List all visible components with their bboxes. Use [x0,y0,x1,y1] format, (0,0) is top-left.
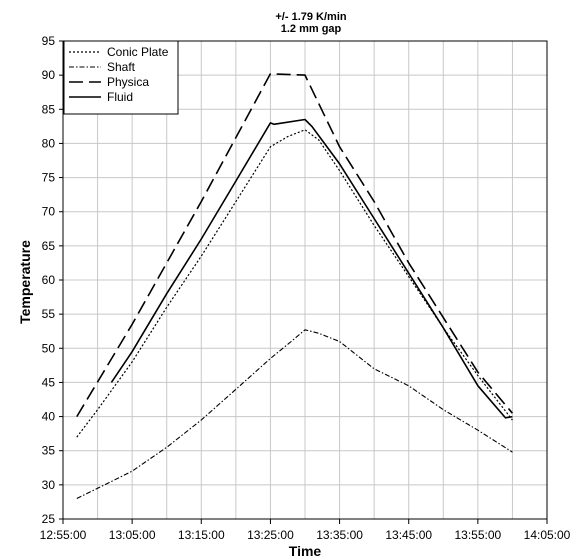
x-tick-label: 13:35:00 [316,528,363,542]
legend-label: Physica [107,75,149,89]
y-tick-label: 50 [42,341,56,355]
legend-box [63,40,179,115]
y-tick-label: 25 [42,512,56,526]
y-tick-label: 75 [42,171,56,185]
series-line-fluid [110,118,513,419]
y-axis-label: Temperature [17,240,33,324]
plot-area-border [62,40,548,520]
y-tick-label: 90 [42,68,56,82]
y-tick-label: 45 [42,375,56,389]
x-axis-label: Time [289,543,322,559]
y-tick-label: 60 [42,273,56,287]
y-tick-label: 55 [42,307,56,321]
y-tick-label: 70 [42,205,56,219]
chart-subtitle: 1.2 mm gap [281,23,342,35]
legend-label: Conic Plate [107,45,169,59]
legend-label: Fluid [107,90,133,104]
x-tick-label: 13:45:00 [385,528,432,542]
y-tick-label: 30 [42,478,56,492]
y-tick-label: 95 [42,34,56,48]
x-tick-label: 13:05:00 [109,528,156,542]
series-line-physica [76,73,514,418]
series-line-conic-plate [76,129,513,438]
x-tick-label: 13:25:00 [247,528,294,542]
series-lines [76,73,514,499]
axis-ticks: 25 30 35 40 45 50 55 60 65 70 75 80 85 90 95 12:55:00 13… [40,34,571,542]
x-tick-label: 13:15:00 [178,528,225,542]
y-tick-label: 65 [42,239,56,253]
x-tick-label: 14:05:00 [524,528,571,542]
x-tick-label: 13:55:00 [454,528,501,542]
y-tick-label: 35 [42,444,56,458]
legend-label: Shaft [107,60,136,74]
y-tick-label: 40 [42,410,56,424]
chart-title: +/- 1.79 K/min [275,11,347,23]
y-tick-label: 80 [42,136,56,150]
y-tick-label: 85 [42,102,56,116]
series-line-shaft [76,329,513,499]
x-tick-label: 12:55:00 [40,528,87,542]
